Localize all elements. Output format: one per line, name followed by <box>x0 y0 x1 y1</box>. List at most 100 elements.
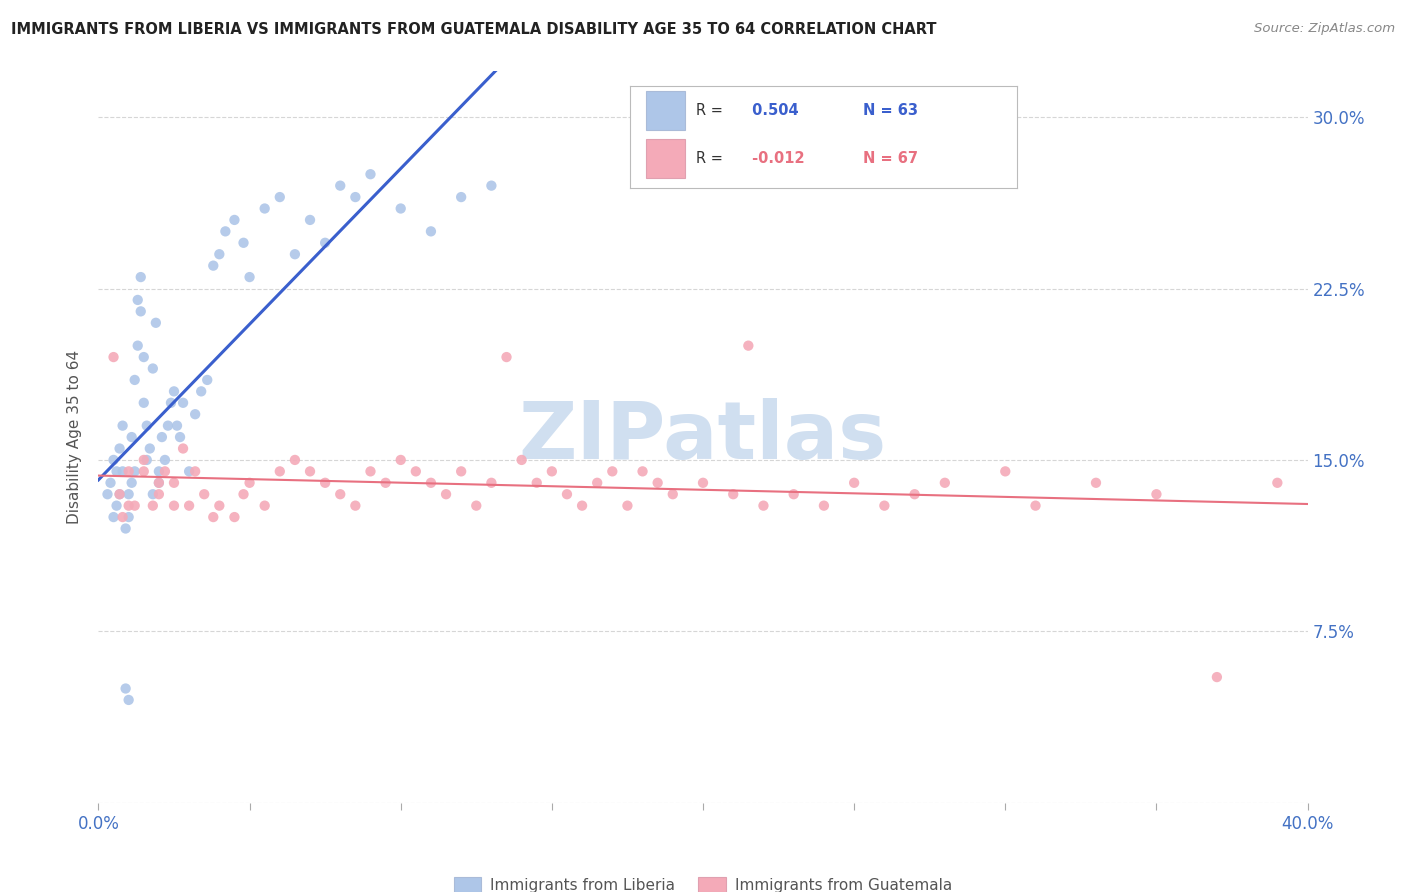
Point <box>132 453 155 467</box>
Point <box>108 487 131 501</box>
Point <box>647 475 669 490</box>
Point <box>96 487 118 501</box>
Point <box>314 235 336 250</box>
Point <box>114 681 136 696</box>
Point <box>405 464 427 478</box>
Point <box>111 464 134 478</box>
Point <box>783 487 806 501</box>
Point <box>434 487 457 501</box>
Point <box>118 464 141 478</box>
Point <box>208 247 231 261</box>
Point <box>142 487 165 501</box>
Point <box>114 521 136 535</box>
Point <box>616 499 638 513</box>
Point <box>163 475 186 490</box>
Point <box>526 475 548 490</box>
Point <box>253 499 276 513</box>
Point <box>586 475 609 490</box>
Text: IMMIGRANTS FROM LIBERIA VS IMMIGRANTS FROM GUATEMALA DISABILITY AGE 35 TO 64 COR: IMMIGRANTS FROM LIBERIA VS IMMIGRANTS FR… <box>11 22 936 37</box>
Point <box>631 464 654 478</box>
Point <box>1024 499 1046 513</box>
Point <box>148 475 170 490</box>
Point <box>299 213 322 227</box>
Point <box>481 178 503 193</box>
Point <box>1206 670 1229 684</box>
Point <box>450 464 472 478</box>
Y-axis label: Disability Age 35 to 64: Disability Age 35 to 64 <box>67 350 83 524</box>
Point <box>253 202 276 216</box>
Point <box>148 487 170 501</box>
Point <box>239 270 262 285</box>
Point <box>105 464 128 478</box>
Point <box>844 475 866 490</box>
Point <box>108 442 131 456</box>
Point <box>465 499 488 513</box>
Point <box>124 373 146 387</box>
Point <box>571 499 593 513</box>
Point <box>111 510 134 524</box>
Point <box>184 407 207 421</box>
Text: ZIPatlas: ZIPatlas <box>519 398 887 476</box>
Point <box>314 475 336 490</box>
Point <box>1144 487 1167 501</box>
Point <box>118 510 141 524</box>
Point <box>510 453 533 467</box>
Point <box>284 247 307 261</box>
Point <box>450 190 472 204</box>
Point <box>172 442 194 456</box>
Point <box>184 464 207 478</box>
Point <box>153 464 176 478</box>
Point <box>904 487 927 501</box>
Point <box>481 475 503 490</box>
Point <box>124 464 146 478</box>
Point <box>661 487 683 501</box>
Point <box>202 259 225 273</box>
Point <box>269 464 291 478</box>
Point <box>129 304 152 318</box>
Point <box>813 499 835 513</box>
Point <box>145 316 167 330</box>
Point <box>118 487 141 501</box>
Point <box>166 418 188 433</box>
Point <box>269 190 291 204</box>
Point <box>195 373 218 387</box>
Point <box>135 453 157 467</box>
Point <box>103 453 125 467</box>
Point <box>389 202 412 216</box>
Point <box>389 453 412 467</box>
Point <box>163 384 186 399</box>
Point <box>752 499 775 513</box>
Legend: Immigrants from Liberia, Immigrants from Guatemala: Immigrants from Liberia, Immigrants from… <box>446 869 960 892</box>
Point <box>118 499 141 513</box>
Point <box>169 430 191 444</box>
Point <box>129 270 152 285</box>
Point <box>495 350 517 364</box>
Point <box>420 224 443 238</box>
Point <box>344 499 367 513</box>
Point <box>420 475 443 490</box>
Point <box>555 487 578 501</box>
Point <box>1085 475 1108 490</box>
Point <box>148 475 170 490</box>
Point <box>135 418 157 433</box>
Point <box>108 487 131 501</box>
Point <box>190 384 212 399</box>
Point <box>124 499 146 513</box>
Point <box>121 475 143 490</box>
Point <box>232 235 254 250</box>
Point <box>139 442 162 456</box>
Point <box>360 464 382 478</box>
Point <box>692 475 714 490</box>
Text: Source: ZipAtlas.com: Source: ZipAtlas.com <box>1254 22 1395 36</box>
Point <box>156 418 179 433</box>
Point <box>299 464 322 478</box>
Point <box>100 475 122 490</box>
Point <box>153 453 176 467</box>
Point <box>239 475 262 490</box>
Point <box>540 464 562 478</box>
Point <box>214 224 236 238</box>
Point <box>934 475 956 490</box>
Point <box>163 499 186 513</box>
Point <box>329 487 352 501</box>
Point <box>360 167 382 181</box>
